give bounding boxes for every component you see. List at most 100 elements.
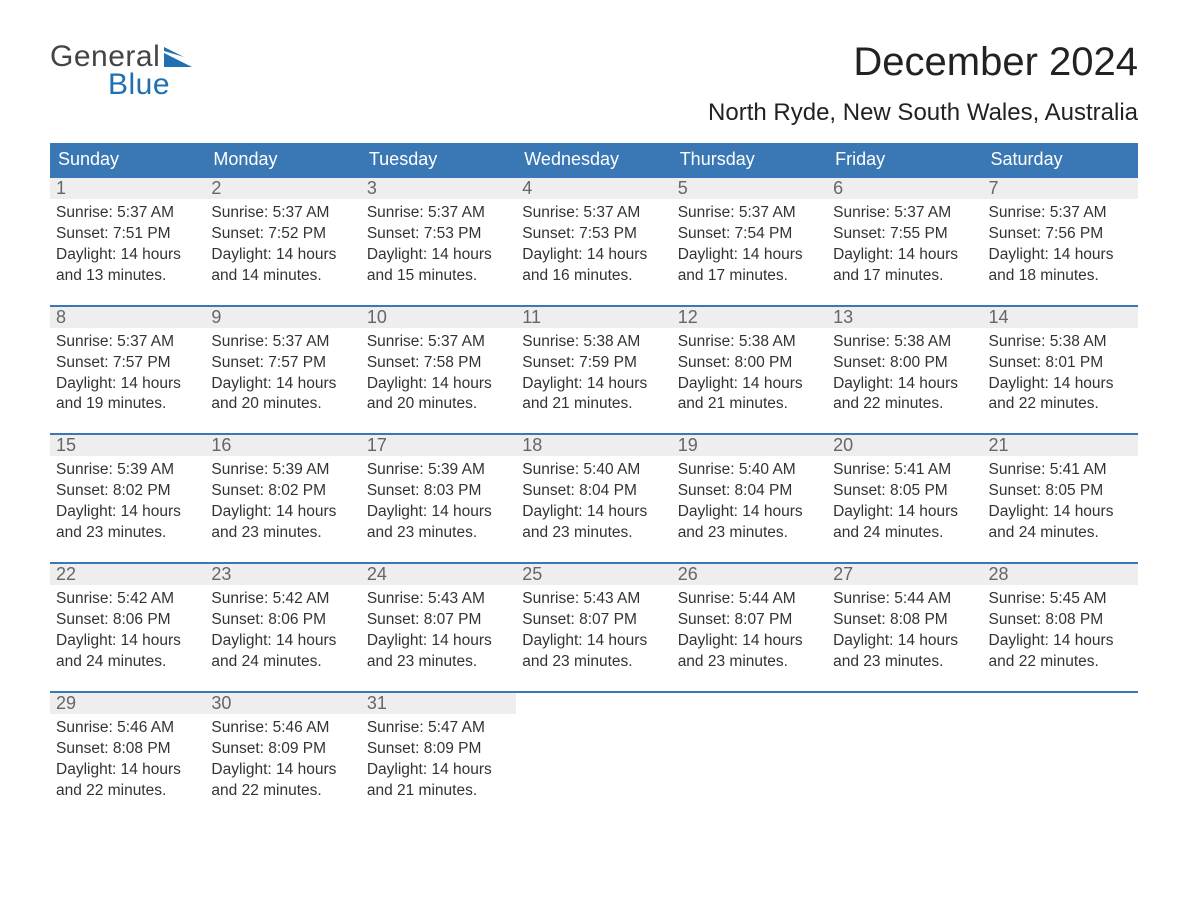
- day-number: 2: [211, 178, 221, 198]
- day-number: 23: [211, 564, 231, 584]
- day-number: 31: [367, 693, 387, 713]
- day-detail-line: and 22 minutes.: [989, 652, 1132, 673]
- day-detail-line: and 24 minutes.: [211, 652, 354, 673]
- day-details: Sunrise: 5:43 AMSunset: 8:07 PMDaylight:…: [516, 585, 671, 679]
- day-detail-line: Sunset: 7:57 PM: [56, 353, 199, 374]
- day-details: Sunrise: 5:42 AMSunset: 8:06 PMDaylight:…: [50, 585, 205, 679]
- day-number: 5: [678, 178, 688, 198]
- day-detail-line: and 13 minutes.: [56, 266, 199, 287]
- calendar-day: 26Sunrise: 5:44 AMSunset: 8:07 PMDayligh…: [672, 564, 827, 679]
- day-details: Sunrise: 5:44 AMSunset: 8:08 PMDaylight:…: [827, 585, 982, 679]
- month-title: December 2024: [708, 40, 1138, 85]
- calendar-day: 16Sunrise: 5:39 AMSunset: 8:02 PMDayligh…: [205, 435, 360, 550]
- day-of-week: Monday: [205, 143, 360, 176]
- day-detail-line: Daylight: 14 hours: [522, 631, 665, 652]
- day-detail-line: and 20 minutes.: [367, 394, 510, 415]
- day-detail-line: and 23 minutes.: [56, 523, 199, 544]
- day-of-week: Thursday: [672, 143, 827, 176]
- day-detail-line: Sunset: 8:07 PM: [678, 610, 821, 631]
- day-detail-line: Sunrise: 5:46 AM: [56, 718, 199, 739]
- day-detail-line: Daylight: 14 hours: [833, 502, 976, 523]
- day-detail-line: Daylight: 14 hours: [56, 245, 199, 266]
- day-number: 1: [56, 178, 66, 198]
- day-detail-line: Sunrise: 5:41 AM: [989, 460, 1132, 481]
- day-number: 15: [56, 435, 76, 455]
- calendar-day: 18 Sunrise: 5:40 AMSunset: 8:04 PMDayligh…: [516, 435, 671, 550]
- day-detail-line: and 24 minutes.: [56, 652, 199, 673]
- day-number: 4: [522, 178, 532, 198]
- day-number: 11: [522, 307, 541, 327]
- day-details: Sunrise: 5:37 AMSunset: 7:56 PMDaylight:…: [983, 199, 1138, 293]
- calendar-day: 6Sunrise: 5:37 AMSunset: 7:55 PMDaylight…: [827, 178, 982, 293]
- day-detail-line: Daylight: 14 hours: [522, 374, 665, 395]
- day-detail-line: Sunrise: 5:40 AM: [522, 460, 665, 481]
- day-detail-line: Sunset: 8:02 PM: [211, 481, 354, 502]
- day-detail-line: Sunrise: 5:40 AM: [678, 460, 821, 481]
- day-detail-line: Sunrise: 5:47 AM: [367, 718, 510, 739]
- flag-icon: [164, 47, 192, 67]
- day-detail-line: Daylight: 14 hours: [211, 374, 354, 395]
- day-number: 10: [367, 307, 387, 327]
- day-detail-line: and 20 minutes.: [211, 394, 354, 415]
- day-detail-line: Sunset: 8:01 PM: [989, 353, 1132, 374]
- day-details: Sunrise: 5:38 AMSunset: 8:00 PMDaylight:…: [672, 328, 827, 422]
- day-detail-line: Sunset: 7:56 PM: [989, 224, 1132, 245]
- day-detail-line: Daylight: 14 hours: [56, 631, 199, 652]
- calendar-day: 11Sunrise: 5:38 AMSunset: 7:59 PMDayligh…: [516, 307, 671, 422]
- day-detail-line: Sunrise: 5:37 AM: [211, 332, 354, 353]
- day-detail-line: Daylight: 14 hours: [522, 502, 665, 523]
- day-of-week: Friday: [827, 143, 982, 176]
- day-detail-line: and 15 minutes.: [367, 266, 510, 287]
- day-number: 9: [211, 307, 221, 327]
- calendar-day: 27Sunrise: 5:44 AMSunset: 8:08 PMDayligh…: [827, 564, 982, 679]
- day-detail-line: Sunrise: 5:42 AM: [56, 589, 199, 610]
- day-detail-line: Daylight: 14 hours: [367, 245, 510, 266]
- day-detail-line: Sunrise: 5:37 AM: [367, 332, 510, 353]
- day-detail-line: Sunset: 8:07 PM: [522, 610, 665, 631]
- day-details: Sunrise: 5:44 AMSunset: 8:07 PMDaylight:…: [672, 585, 827, 679]
- day-detail-line: Daylight: 14 hours: [989, 502, 1132, 523]
- day-detail-line: Sunset: 7:51 PM: [56, 224, 199, 245]
- calendar-day: [672, 693, 827, 808]
- day-detail-line: and 19 minutes.: [56, 394, 199, 415]
- day-detail-line: Daylight: 14 hours: [367, 631, 510, 652]
- week-row: 29Sunrise: 5:46 AMSunset: 8:08 PMDayligh…: [50, 691, 1138, 808]
- day-number: 30: [211, 693, 231, 713]
- day-detail-line: Sunrise: 5:37 AM: [522, 203, 665, 224]
- week-row: 15Sunrise: 5:39 AMSunset: 8:02 PMDayligh…: [50, 433, 1138, 550]
- calendar-day: [983, 693, 1138, 808]
- day-number: 29: [56, 693, 76, 713]
- calendar-day: 23Sunrise: 5:42 AMSunset: 8:06 PMDayligh…: [205, 564, 360, 679]
- day-detail-line: and 23 minutes.: [522, 652, 665, 673]
- day-number: 18: [522, 435, 542, 455]
- calendar-day: 12Sunrise: 5:38 AMSunset: 8:00 PMDayligh…: [672, 307, 827, 422]
- day-of-week: Saturday: [983, 143, 1138, 176]
- calendar-day: 28Sunrise: 5:45 AMSunset: 8:08 PMDayligh…: [983, 564, 1138, 679]
- day-detail-line: Sunset: 8:00 PM: [678, 353, 821, 374]
- day-detail-line: Daylight: 14 hours: [833, 245, 976, 266]
- day-detail-line: Sunset: 8:04 PM: [522, 481, 665, 502]
- day-number: 8: [56, 307, 66, 327]
- calendar-day: 9Sunrise: 5:37 AMSunset: 7:57 PMDaylight…: [205, 307, 360, 422]
- day-detail-line: Daylight: 14 hours: [211, 760, 354, 781]
- logo: General Blue: [50, 40, 192, 102]
- day-details: Sunrise: 5:46 AMSunset: 8:09 PMDaylight:…: [205, 714, 360, 808]
- day-details: Sunrise: 5:37 AMSunset: 7:54 PMDaylight:…: [672, 199, 827, 293]
- day-detail-line: Daylight: 14 hours: [56, 760, 199, 781]
- day-detail-line: Sunset: 8:03 PM: [367, 481, 510, 502]
- day-detail-line: Sunset: 7:58 PM: [367, 353, 510, 374]
- day-details: Sunrise: 5:38 AMSunset: 7:59 PMDaylight:…: [516, 328, 671, 422]
- day-detail-line: Sunset: 7:59 PM: [522, 353, 665, 374]
- day-number: 3: [367, 178, 377, 198]
- day-detail-line: Sunset: 8:07 PM: [367, 610, 510, 631]
- day-details: Sunrise: 5:37 AMSunset: 7:53 PMDaylight:…: [361, 199, 516, 293]
- day-detail-line: and 16 minutes.: [522, 266, 665, 287]
- day-detail-line: Sunrise: 5:38 AM: [833, 332, 976, 353]
- day-detail-line: and 22 minutes.: [211, 781, 354, 802]
- day-detail-line: Sunset: 8:08 PM: [833, 610, 976, 631]
- day-detail-line: Sunrise: 5:41 AM: [833, 460, 976, 481]
- day-number: 20: [833, 435, 853, 455]
- day-detail-line: and 24 minutes.: [833, 523, 976, 544]
- day-number: 19: [678, 435, 698, 455]
- calendar: SundayMondayTuesdayWednesdayThursdayFrid…: [50, 143, 1138, 807]
